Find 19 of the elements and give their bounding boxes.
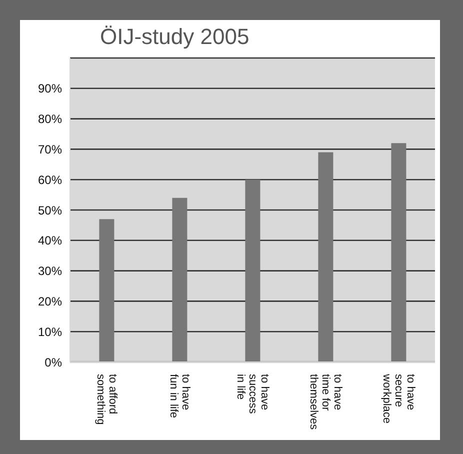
chart-title: ÖIJ-study 2005	[100, 24, 250, 50]
y-tick-label: 20%	[38, 294, 62, 308]
y-tick-label: 90%	[38, 82, 62, 96]
y-tick-label: 80%	[38, 112, 62, 126]
y-tick-label: 0%	[44, 355, 62, 370]
y-tick-label: 10%	[38, 324, 62, 339]
x-tick-label: to afford something	[94, 374, 119, 425]
bar	[99, 219, 114, 362]
bar	[172, 198, 188, 362]
bar	[245, 180, 260, 362]
y-tick-label: 60%	[38, 172, 62, 187]
bar	[318, 152, 334, 362]
x-tick-label: to have success in life	[234, 374, 271, 414]
bar	[391, 143, 406, 362]
y-tick-label: 30%	[38, 264, 62, 278]
y-tick-label: 50%	[38, 203, 62, 218]
y-tick-label: 70%	[38, 142, 62, 156]
x-tick-label: to have fun in life	[168, 374, 192, 418]
y-tick-label: 40%	[38, 234, 62, 248]
